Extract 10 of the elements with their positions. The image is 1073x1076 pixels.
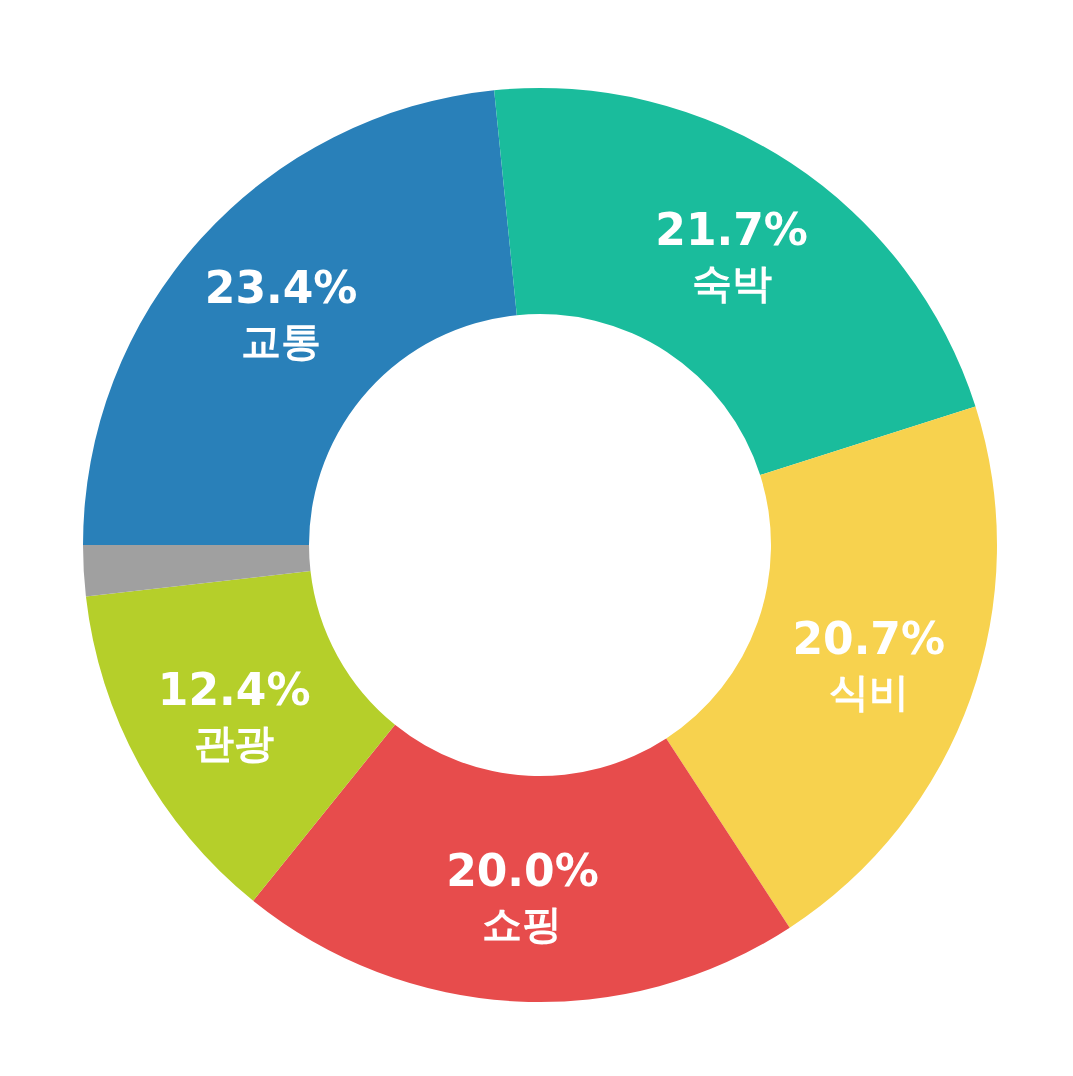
slice-label: 숙박	[691, 260, 772, 307]
data-label: 20.0%	[446, 844, 599, 896]
data-label: 20.7%	[792, 613, 946, 665]
slice-label: 관광	[194, 720, 275, 767]
data-label: 12.4%	[157, 664, 311, 716]
slice-label: 식비	[828, 669, 909, 716]
slice-label: 쇼핑	[482, 900, 563, 947]
slice-label: 교통	[241, 317, 322, 364]
data-label: 21.7%	[655, 204, 808, 256]
data-label: 23.4%	[204, 261, 358, 313]
